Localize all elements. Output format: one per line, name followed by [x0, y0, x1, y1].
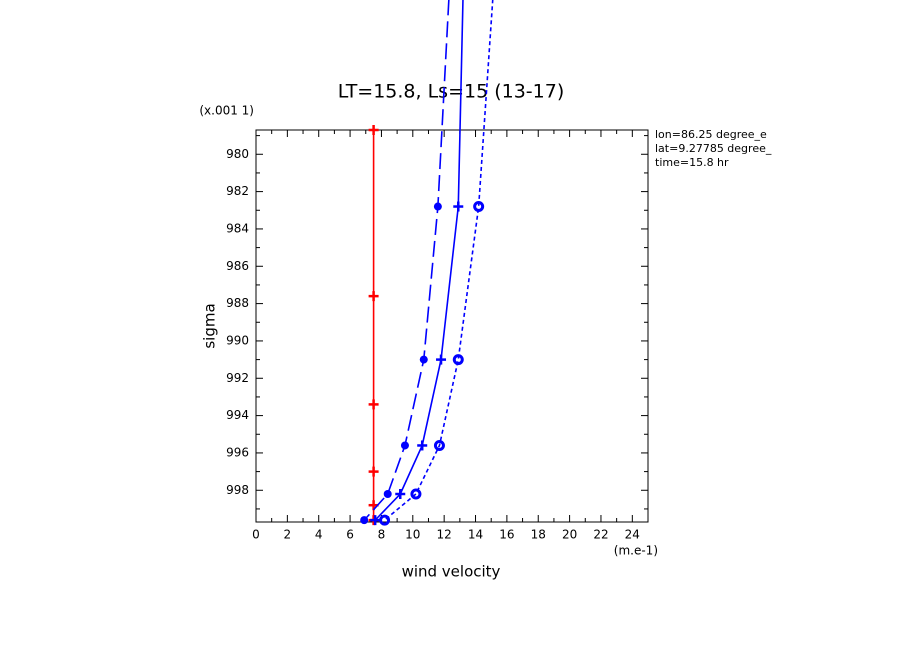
marker: [436, 354, 447, 365]
x-tick-label: 10: [405, 528, 420, 542]
marker: [370, 515, 381, 526]
annotations: lon=86.25 degree_e lat=9.27785 degree_ t…: [655, 128, 772, 169]
y-tick-label: 980: [226, 147, 249, 161]
annotation: time=15.8 hr: [655, 156, 729, 169]
annotation: lon=86.25 degree_e: [655, 128, 767, 141]
marker: [453, 201, 464, 212]
y-tick-label: 992: [226, 371, 249, 385]
y-tick-label: 988: [226, 296, 249, 310]
x-tick-label: 2: [284, 528, 292, 542]
marker: [419, 355, 428, 364]
marker: [368, 399, 379, 410]
x-axis-label: wind velocity: [402, 563, 501, 581]
x-tick-label: 8: [378, 528, 386, 542]
marker: [368, 291, 379, 302]
series-line: [384, 0, 494, 521]
marker: [433, 439, 445, 451]
marker: [379, 514, 391, 526]
marker: [360, 516, 369, 525]
annotation: lat=9.27785 degree_: [655, 142, 772, 155]
marker: [473, 201, 485, 213]
series-line: [374, 0, 464, 521]
y-unit: (x.001 1): [199, 104, 254, 118]
marker: [417, 440, 428, 451]
x-tick-label: 16: [499, 528, 514, 542]
y-axis-label: sigma: [201, 303, 219, 348]
x-tick-label: 14: [468, 528, 483, 542]
y-tick-label: 998: [226, 483, 249, 497]
marker: [368, 466, 379, 477]
marker: [400, 441, 409, 450]
chart-title: LT=15.8, Ls=15 (13-17): [338, 81, 565, 103]
marker: [368, 125, 379, 135]
x-tick-label: 4: [315, 528, 323, 542]
marker: [410, 488, 422, 500]
marker: [433, 202, 442, 211]
marker: [452, 354, 464, 366]
plot-frame: [255, 129, 649, 523]
series-line: [363, 0, 450, 521]
marker: [383, 490, 392, 498]
marker: [395, 489, 406, 499]
y-tick-label: 986: [226, 259, 249, 273]
x-tick-label: 22: [593, 528, 608, 542]
y-tick-label: 994: [226, 408, 249, 422]
y-tick-label: 996: [226, 445, 249, 459]
x-tick-label: 20: [562, 528, 577, 542]
x-tick-label: 0: [252, 528, 260, 542]
x-tick-label: 18: [531, 528, 546, 542]
x-unit: (m.e-1): [614, 544, 658, 558]
x-tick-label: 12: [437, 528, 452, 542]
y-tick-label: 990: [226, 333, 249, 347]
y-tick-label: 984: [226, 221, 249, 235]
y-tick-label: 982: [226, 184, 249, 198]
x-tick-label: 24: [625, 528, 640, 542]
x-tick-label: 6: [346, 528, 354, 542]
